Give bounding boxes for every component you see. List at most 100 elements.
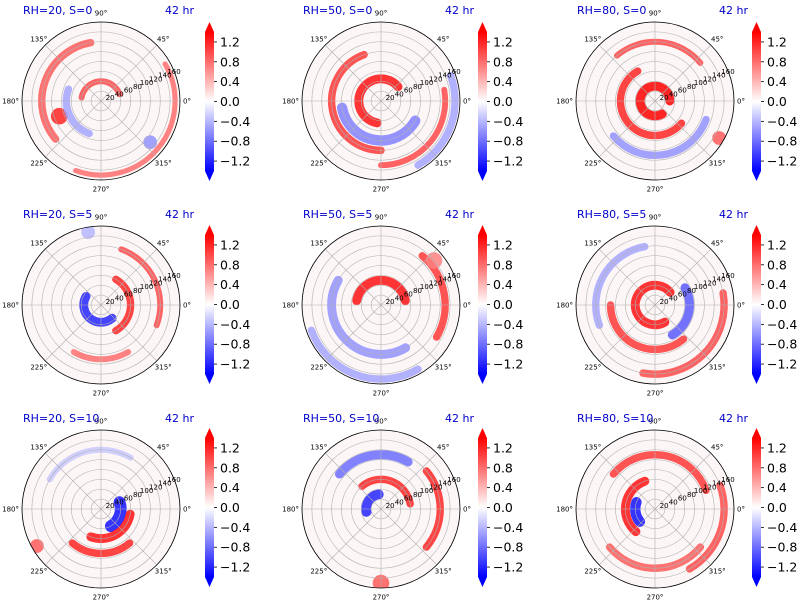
angle-tick-label: 225° — [30, 160, 47, 168]
radial-tick-label: 160 — [447, 68, 460, 76]
colorbar-extend-min — [752, 577, 761, 587]
radial-tick-label: 20 — [106, 94, 115, 102]
radial-tick-label: 160 — [447, 272, 460, 280]
angle-tick-label: 225° — [584, 160, 601, 168]
panel-time-label: 42 hr — [719, 412, 748, 425]
angle-tick-label: 0° — [737, 302, 745, 310]
angle-tick-label: 90° — [649, 10, 661, 18]
angle-tick-label: 0° — [463, 98, 471, 106]
angle-tick-label: 45° — [157, 443, 169, 451]
colorbar-tick-label: 0.0 — [493, 94, 513, 109]
angle-tick-label: 180° — [2, 506, 19, 514]
angle-tick-label: 270° — [647, 186, 664, 194]
angle-tick-label: 270° — [93, 390, 110, 398]
colorbar-tick-label: −0.8 — [767, 540, 797, 555]
colorbar-extend-min — [478, 171, 487, 181]
angle-tick-label: 270° — [373, 186, 390, 194]
radial-tick-label: 160 — [167, 68, 180, 76]
angle-tick-label: 180° — [282, 302, 299, 310]
radial-tick-label: 80 — [413, 491, 422, 499]
colorbar-tick-label: −0.4 — [767, 520, 797, 535]
colorbar-tick-label: 0.4 — [493, 277, 513, 292]
angle-tick-label: 315° — [155, 568, 172, 576]
angle-tick-label: 135° — [30, 239, 47, 247]
angle-tick-label: 225° — [30, 364, 47, 372]
vorticity-band — [378, 86, 449, 169]
radial-tick-label: 120 — [703, 75, 716, 83]
radial-tick-label: 20 — [386, 94, 395, 102]
radial-tick-label: 40 — [669, 498, 678, 506]
angle-tick-label: 90° — [375, 214, 387, 222]
vorticity-band — [73, 61, 178, 178]
angle-tick-label: 180° — [556, 506, 573, 514]
angle-tick-label: 0° — [463, 506, 471, 514]
angular-gridline — [654, 508, 712, 566]
panel-title: RH=50, S=5 — [303, 208, 372, 221]
vorticity-band — [606, 301, 688, 354]
angle-tick-label: 225° — [30, 568, 47, 576]
angle-tick-label: 315° — [709, 160, 726, 168]
radial-tick-label: 120 — [429, 483, 442, 491]
polar-frame — [301, 225, 461, 385]
colorbar-tick-label: 1.2 — [493, 34, 513, 49]
angle-tick-label: 315° — [435, 568, 452, 576]
angular-gridline — [598, 44, 656, 102]
vorticity-band — [354, 74, 403, 128]
colorbar-tick-label: −0.4 — [493, 520, 523, 535]
colorbar-tick-label: 0.4 — [767, 74, 787, 89]
angular-gridline — [324, 100, 382, 158]
polar-frame — [301, 21, 461, 181]
colorbar-extend-max — [205, 225, 214, 235]
angle-tick-label: 45° — [437, 443, 449, 451]
angle-tick-label: 225° — [310, 568, 327, 576]
radial-tick-label: 100 — [420, 283, 433, 291]
radial-tick-label: 100 — [140, 79, 153, 87]
angular-gridline — [324, 452, 382, 510]
colorbar-tick-label: 0.0 — [493, 297, 513, 312]
radial-tick-label: 120 — [149, 75, 162, 83]
radial-tick-label: 60 — [404, 291, 413, 299]
colorbar-tick-label: −0.8 — [493, 337, 523, 352]
colorbar-tick-label: 0.4 — [220, 74, 240, 89]
vorticity-band — [635, 81, 675, 121]
radial-tick-label: 100 — [694, 283, 707, 291]
angle-tick-label: 270° — [93, 186, 110, 194]
angular-gridline — [654, 100, 712, 158]
colorbar: 1.2 0.8 0.4 0.0 −0.4 −0.8 −1.2 — [752, 428, 797, 587]
panel-title: RH=50, S=10 — [303, 412, 379, 425]
radial-tick-label: 100 — [694, 487, 707, 495]
colorbar-tick-label: 0.8 — [493, 460, 513, 475]
angle-tick-label: 45° — [437, 239, 449, 247]
radial-tick-label: 20 — [386, 502, 395, 510]
colorbar: 1.2 0.8 0.4 0.0 −0.4 −0.8 −1.2 — [205, 428, 250, 587]
angle-tick-label: 45° — [157, 35, 169, 43]
colorbar: 1.2 0.8 0.4 0.0 −0.4 −0.8 −1.2 — [478, 428, 523, 587]
radial-tick-label: 160 — [721, 272, 734, 280]
colorbar-tick-label: 1.2 — [767, 237, 787, 252]
vorticity-blob — [712, 131, 727, 145]
polar-frame — [21, 225, 181, 385]
radial-tick-label: 100 — [140, 283, 153, 291]
angle-tick-label: 45° — [711, 239, 723, 247]
colorbar-tick-label: 0.4 — [767, 277, 787, 292]
angle-tick-label: 45° — [437, 35, 449, 43]
vorticity-band — [616, 67, 686, 140]
polar-frame — [301, 429, 461, 589]
colorbar-gradient — [478, 235, 487, 374]
radial-tick-label: 60 — [678, 495, 687, 503]
panel-title: RH=80, S=0 — [577, 4, 646, 17]
colorbar-gradient — [205, 235, 214, 374]
vorticity-band — [609, 115, 710, 160]
radial-tick-label: 40 — [669, 294, 678, 302]
vorticity-blob — [143, 135, 158, 150]
colorbar-extend-min — [478, 577, 487, 587]
colorbar: 1.2 0.8 0.4 0.0 −0.4 −0.8 −1.2 — [205, 22, 250, 181]
radial-tick-label: 120 — [149, 483, 162, 491]
angular-gridline — [380, 452, 438, 510]
radial-tick-label: 60 — [124, 495, 133, 503]
panel-time-label: 42 hr — [165, 4, 194, 17]
panel-time-label: 42 hr — [719, 4, 748, 17]
